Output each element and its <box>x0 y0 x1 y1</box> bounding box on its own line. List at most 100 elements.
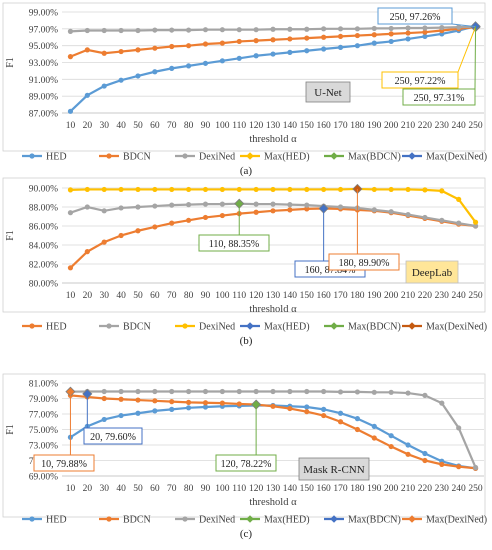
x-tick-label: 80 <box>184 291 194 301</box>
data-point <box>84 27 90 34</box>
data-point <box>236 38 242 45</box>
data-point <box>439 217 445 223</box>
annotation-box <box>381 71 459 89</box>
data-point <box>118 412 124 419</box>
legend-label: Max(HED) <box>264 322 310 333</box>
x-tick-label: 30 <box>99 291 109 301</box>
y-tick-label: 99.00% <box>29 9 58 19</box>
x-tick-label: 10 <box>66 484 76 494</box>
chart-panel-1: 87.00% 89.00% 91.00% 93.00% 95.00% 97.00% 99.0… <box>2 2 487 177</box>
data-point <box>456 220 462 226</box>
data-point <box>186 63 192 69</box>
y-tick-label: 69.00% <box>29 473 58 483</box>
x-tick-label: 190 <box>367 121 382 131</box>
data-point <box>152 388 158 395</box>
legend-swatch-marker <box>106 153 112 159</box>
legend-label: Max(BDCN) <box>348 515 401 526</box>
legend-label: BDCN <box>123 515 151 526</box>
data-point <box>186 27 192 33</box>
data-point <box>169 406 175 412</box>
data-point <box>169 399 175 405</box>
data-point <box>388 389 394 395</box>
y-tick-label: 84.00% <box>29 242 58 252</box>
data-point <box>388 433 394 439</box>
x-tick-label: 160 <box>317 484 332 494</box>
x-tick-label: 180 <box>350 291 365 301</box>
x-tick-label: 60 <box>150 291 160 301</box>
data-point <box>287 49 293 56</box>
data-point <box>321 26 327 32</box>
y-tick-label: 73.00% <box>29 442 58 452</box>
legend-label: DexiNed <box>199 515 235 526</box>
data-point <box>405 186 411 193</box>
data-point <box>337 204 344 210</box>
x-tick-label: 30 <box>99 484 109 494</box>
data-point <box>236 186 242 193</box>
data-point <box>253 27 259 33</box>
data-point <box>337 410 344 416</box>
x-tick-label: 120 <box>249 291 264 301</box>
y-axis-title: F1 <box>5 424 16 435</box>
data-point <box>152 224 158 230</box>
data-point <box>270 388 276 395</box>
x-tick-label: 110 <box>232 291 246 301</box>
data-point <box>202 60 209 66</box>
legend-swatch-marker <box>330 515 338 523</box>
data-point <box>388 31 394 37</box>
data-point <box>101 416 107 423</box>
data-point <box>321 186 327 193</box>
x-tick-label: 110 <box>232 484 246 494</box>
data-point <box>388 38 394 45</box>
data-point <box>270 201 276 207</box>
annotation-box <box>215 454 277 472</box>
data-point <box>287 405 293 412</box>
x-tick-label: 250 <box>468 291 483 301</box>
data-point <box>202 404 209 410</box>
x-tick-label: 80 <box>184 121 194 131</box>
data-point <box>67 187 74 193</box>
panel-label: (a) <box>240 165 253 177</box>
data-point <box>422 25 428 31</box>
data-point <box>456 464 462 470</box>
x-tick-label: 240 <box>452 121 467 131</box>
data-point <box>321 34 327 40</box>
x-tick-label: 210 <box>401 484 416 494</box>
data-point <box>253 209 259 215</box>
annotation-box <box>377 7 453 25</box>
data-point <box>354 26 360 32</box>
x-tick-label: 40 <box>116 291 126 301</box>
data-point <box>337 389 344 395</box>
model-label: U-Net <box>314 87 342 99</box>
data-point <box>422 450 428 457</box>
x-tick-label: 250 <box>468 121 483 131</box>
data-point <box>371 207 377 213</box>
data-point <box>169 388 175 395</box>
data-point <box>135 204 141 210</box>
data-point <box>219 212 225 219</box>
x-tick-label: 250 <box>468 484 483 494</box>
y-tick-label: 80.00% <box>29 280 58 290</box>
x-tick-label: 140 <box>283 121 298 131</box>
legend-swatch-marker <box>330 152 338 160</box>
y-tick-label: 90.00% <box>29 185 58 195</box>
legend-label: HED <box>46 152 67 163</box>
y-tick-label: 97.00% <box>29 25 58 35</box>
data-point <box>67 265 74 271</box>
data-point <box>152 408 158 414</box>
data-point <box>371 435 377 441</box>
data-point <box>67 210 74 216</box>
data-point <box>388 25 394 32</box>
data-point <box>337 33 344 40</box>
data-point <box>388 443 394 450</box>
x-tick-label: 230 <box>435 484 450 494</box>
data-point <box>253 186 259 193</box>
data-point <box>422 214 428 221</box>
x-axis-title: threshold α <box>249 134 297 145</box>
x-tick-label: 10 <box>66 121 76 131</box>
data-point <box>304 404 310 410</box>
data-point <box>101 239 107 245</box>
x-tick-label: 100 <box>215 291 230 301</box>
data-point <box>321 46 327 52</box>
data-point <box>135 397 141 403</box>
data-point <box>186 399 192 405</box>
